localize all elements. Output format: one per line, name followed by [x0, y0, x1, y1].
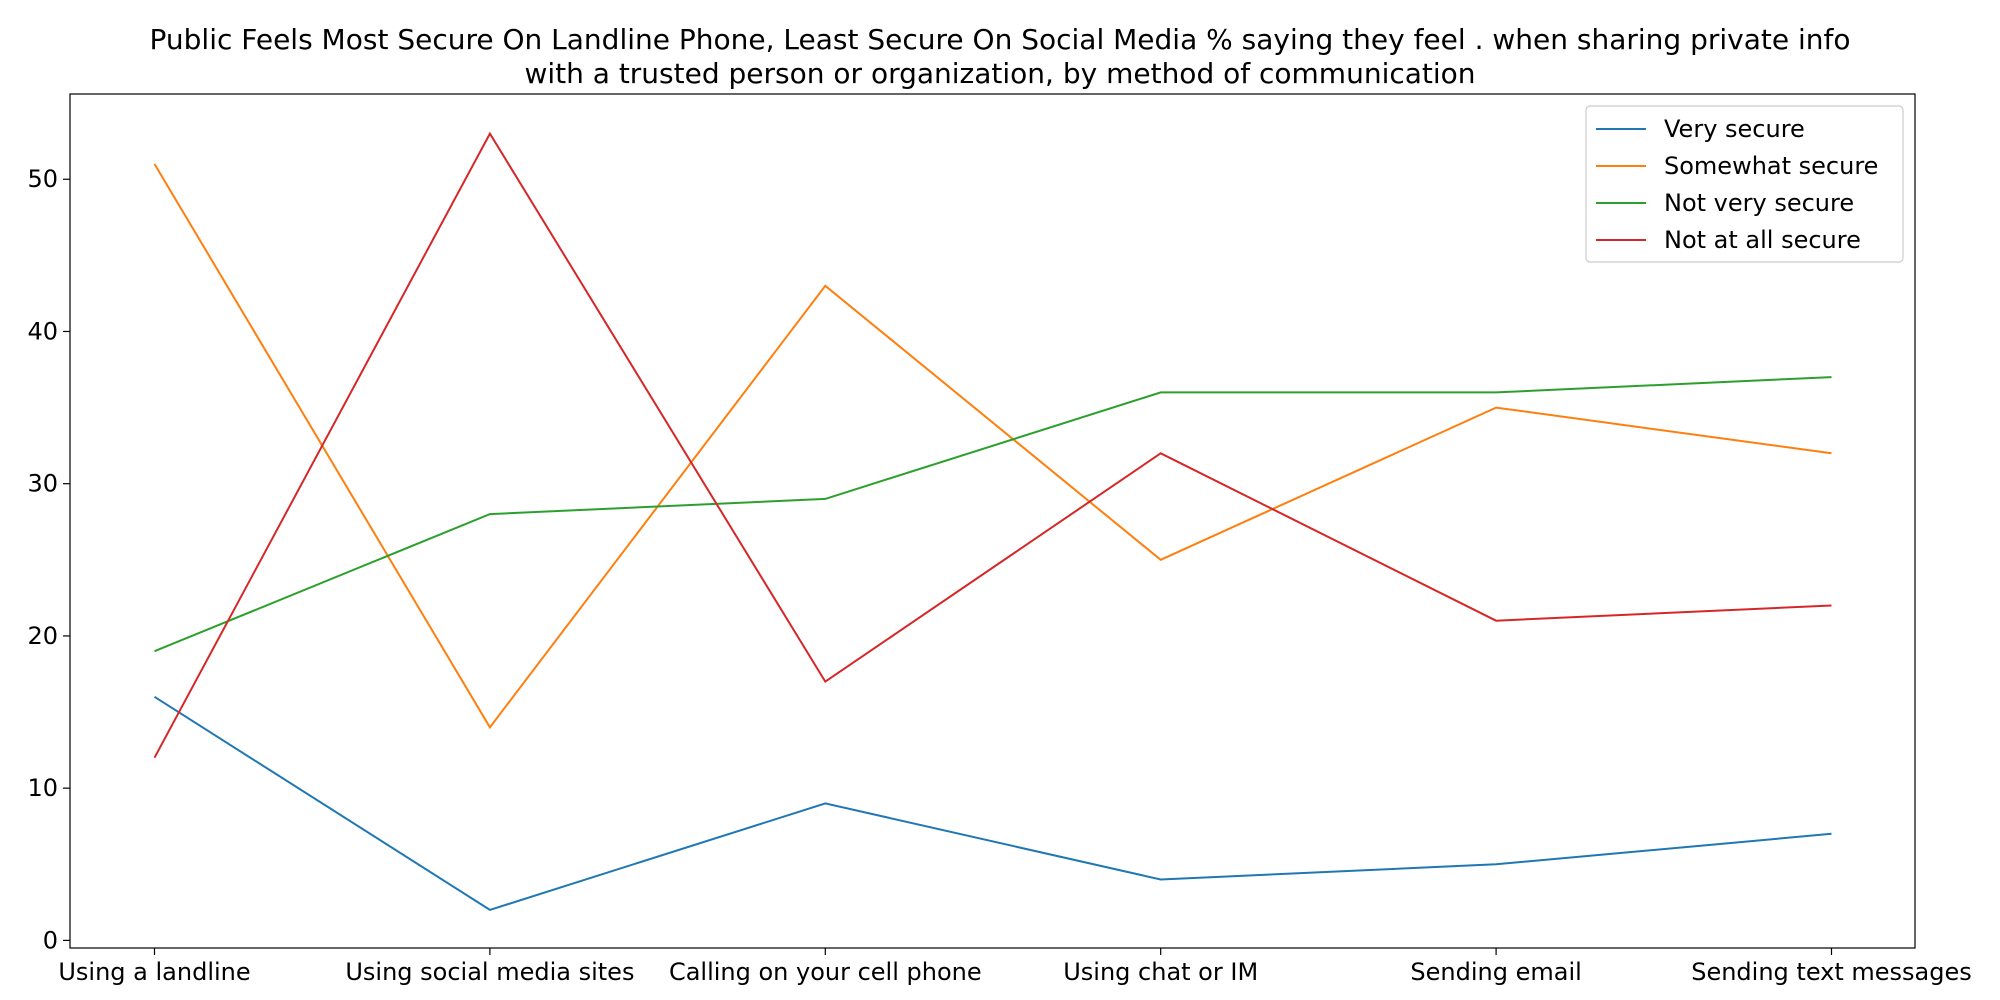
x-tick-label-1: Using social media sites [345, 958, 634, 986]
x-tick-label-4: Sending email [1410, 958, 1581, 986]
chart-title-line-1: Public Feels Most Secure On Landline Pho… [150, 23, 1851, 56]
y-tick-label-3: 30 [27, 470, 58, 498]
legend-frame [1585, 105, 1904, 263]
series-lines [153, 131, 1832, 911]
y-axis: 0 10 20 30 40 50 [27, 165, 70, 954]
y-tick-label-1: 10 [27, 774, 58, 802]
legend-label-1: Somewhat secure [1664, 152, 1878, 180]
legend-label-2: Not very secure [1664, 189, 1854, 217]
y-tick-label-4: 40 [27, 317, 58, 345]
series-line-0 [153, 695, 1832, 911]
x-tick-label-2: Calling on your cell phone [669, 958, 982, 986]
x-tick-label-0: Using a landline [58, 958, 250, 986]
legend-label-3: Not at all secure [1664, 226, 1861, 254]
plot-area-frame [69, 93, 1916, 949]
chart-title: Public Feels Most Secure On Landline Pho… [150, 23, 1851, 90]
x-tick-label-5: Sending text messages [1691, 958, 1972, 986]
y-tick-label-2: 20 [27, 622, 58, 650]
y-tick-label-0: 0 [43, 926, 58, 954]
series-line-2 [154, 376, 1832, 653]
x-tick-label-3: Using chat or IM [1063, 958, 1258, 986]
y-tick-label-5: 50 [27, 165, 58, 193]
chart-title-line-2: with a trusted person or organization, b… [524, 57, 1475, 90]
series-line-3 [153, 131, 1832, 759]
legend-label-0: Very secure [1664, 115, 1805, 143]
x-axis: Using a landline Using social media sites… [58, 948, 1972, 986]
legend: Very secure Somewhat secure Not very secur… [1585, 105, 1904, 263]
series-line-1 [153, 163, 1832, 730]
